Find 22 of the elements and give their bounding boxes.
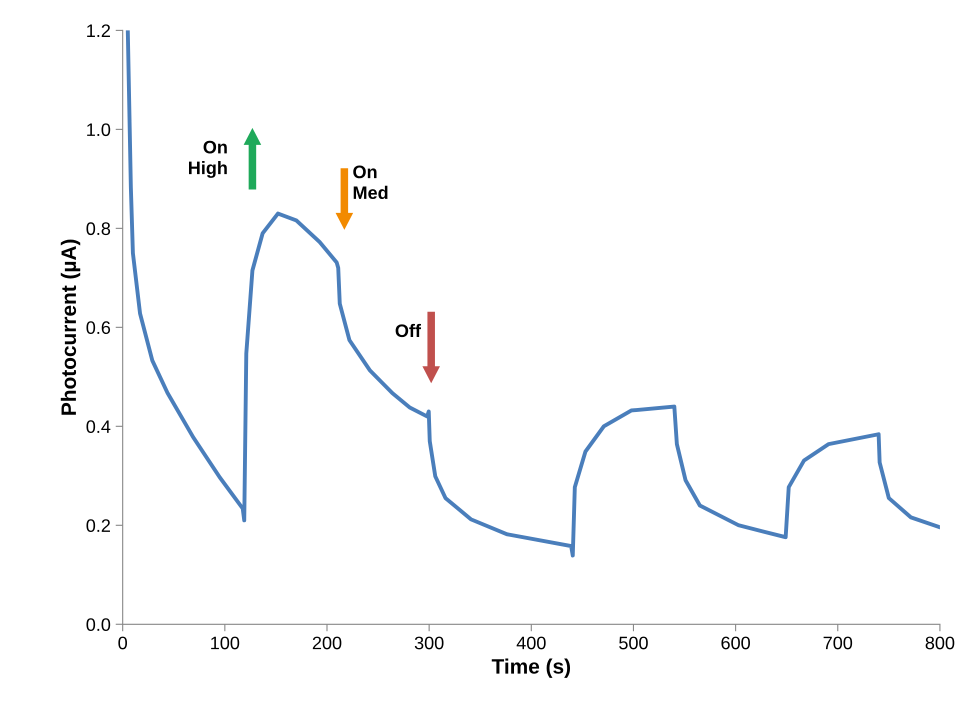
x-tick-label: 300 <box>414 636 444 650</box>
annotation: Off <box>396 324 422 338</box>
line-series <box>126 30 940 558</box>
x-tick-label: 200 <box>312 636 342 650</box>
x-tick-label: 800 <box>926 636 954 650</box>
annotation: On Med <box>353 166 388 200</box>
y-axis-title: Photocurrent (µA) <box>60 240 80 415</box>
x-tick-label: 0 <box>118 636 127 650</box>
annotation: On High <box>188 140 227 178</box>
y-tick-label: 1.2 <box>87 24 110 37</box>
x-tick-label: 100 <box>211 636 240 650</box>
x-tick-label: 400 <box>516 636 546 650</box>
y-tick-label: 1.0 <box>87 123 110 136</box>
y-tick-label: 0.4 <box>86 420 110 434</box>
x-axis-title: Time (s) <box>492 658 570 678</box>
y-tick-label: 0.2 <box>86 519 110 532</box>
y-tick-label: 0.6 <box>86 321 110 334</box>
x-tick-label: 700 <box>824 636 852 650</box>
y-tick-label: 0.0 <box>86 618 110 631</box>
y-tick-label: 0.8 <box>86 222 110 236</box>
x-tick-label: 500 <box>619 636 648 650</box>
x-tick-label: 600 <box>721 636 750 650</box>
